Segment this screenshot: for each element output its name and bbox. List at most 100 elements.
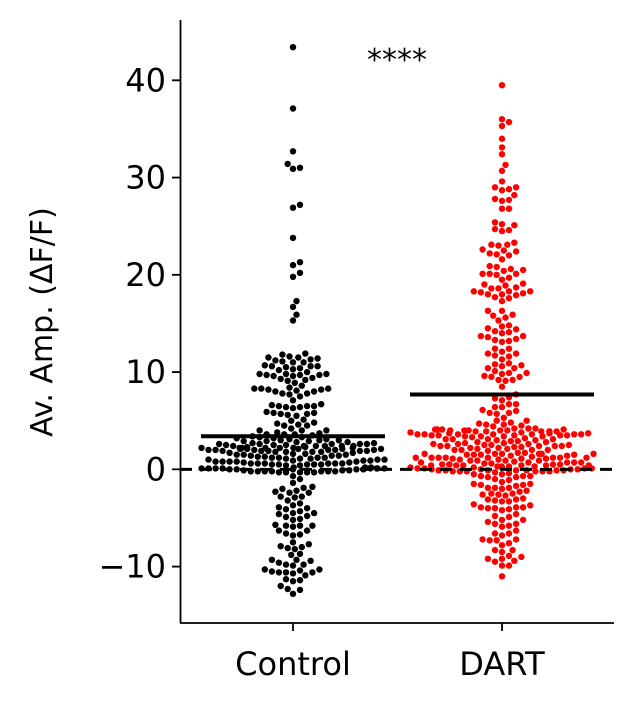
data-point [290,532,296,538]
data-point [304,505,310,511]
data-point [494,437,500,443]
data-point [508,419,514,425]
data-point [506,485,512,491]
data-point [499,187,505,193]
data-point [297,523,303,529]
data-point [290,517,296,523]
data-point [492,352,498,358]
data-point [230,443,236,449]
data-point [288,552,294,558]
data-point [506,360,512,366]
data-point [297,270,303,276]
data-point [447,427,453,433]
data-point [506,197,512,203]
data-point [302,451,308,457]
data-point [539,451,545,457]
data-point [513,284,519,290]
data-point [506,553,512,559]
y-tick-label: 0 [146,450,166,488]
data-point [488,242,494,248]
data-point [249,440,255,446]
data-point [283,404,289,410]
data-point [297,508,303,514]
data-point [566,442,572,448]
data-point [492,505,498,511]
data-point [290,524,296,530]
data-point [460,462,466,468]
data-point [318,449,324,455]
data-point [270,373,276,379]
data-point [485,350,491,356]
data-point [523,488,529,494]
data-point [283,455,289,461]
data-point [277,445,283,451]
data-point [478,433,484,439]
data-point [290,262,296,268]
data-point [485,519,491,525]
data-point [293,387,299,393]
data-point [481,281,487,287]
data-point [346,459,352,465]
data-point [478,289,484,295]
data-point [248,460,254,466]
data-point [269,363,275,369]
data-point [283,523,289,529]
data-point [329,453,335,459]
data-point [520,267,526,273]
data-point [478,473,484,479]
data-point [458,447,464,453]
data-point [367,457,373,463]
data-point [495,377,501,383]
y-tick-label: 10 [125,353,166,391]
data-point [314,355,320,361]
data-point [499,116,505,122]
data-point [506,206,512,212]
data-point [421,431,427,437]
data-point [511,192,517,198]
data-point [494,537,500,543]
data-point [499,144,505,150]
data-point [513,511,519,517]
data-point [234,466,240,472]
data-point [302,572,308,578]
data-point [531,463,537,469]
data-point [492,196,498,202]
data-point [297,259,303,265]
data-point [513,408,519,414]
data-point [501,433,507,439]
data-point [364,448,370,454]
data-point [318,386,324,392]
data-point [504,427,510,433]
data-point [434,426,440,432]
data-point [297,462,303,468]
data-point [316,566,322,572]
data-point [219,458,225,464]
data-point [297,476,303,482]
data-point [511,458,517,464]
data-points [198,44,596,597]
data-point [527,473,533,479]
data-point [304,422,310,428]
data-point [311,388,317,394]
data-point [518,444,524,450]
y-axis-title: Av. Amp. (ΔF/F) [25,207,60,437]
data-point [511,365,517,371]
data-point [451,447,457,453]
data-point [307,363,313,369]
data-point [263,438,269,444]
data-point [499,206,505,212]
data-point [301,443,307,449]
data-point [492,521,498,527]
data-point [499,542,505,548]
data-point [297,531,303,537]
data-point [492,294,498,300]
data-point [364,441,370,447]
data-point [262,362,268,368]
data-point [283,576,289,582]
data-point [314,363,320,369]
data-point [414,431,420,437]
data-point [471,452,477,458]
data-point [485,291,491,297]
data-point [256,371,262,377]
data-point [499,404,505,410]
